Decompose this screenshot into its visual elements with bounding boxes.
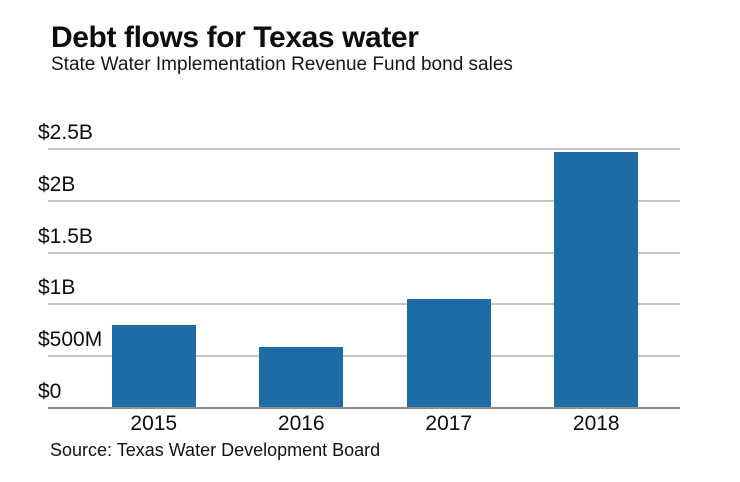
x-tick-label-2016: 2016 (277, 412, 325, 435)
bar-2015 (111, 325, 196, 408)
x-tick-label-2015: 2015 (130, 412, 178, 435)
gridline-$1B (48, 303, 680, 306)
gridline-$1.5B (48, 251, 680, 254)
gridline-$2.5B (48, 148, 680, 150)
chart-subtitle: State Water Implementation Revenue Fund … (51, 54, 513, 75)
y-tick-label-$0: $0 (38, 380, 62, 403)
x-tick-label-2017: 2017 (425, 412, 473, 435)
gridline-$500M (48, 355, 680, 358)
gridline-$0 (48, 407, 680, 409)
bar-2016 (259, 346, 344, 408)
y-tick-label-$500M: $500M (38, 328, 103, 352)
chart-title: Debt flows for Texas water (51, 21, 419, 54)
y-tick-label-$1B: $1B (38, 276, 76, 300)
y-tick-label-$2.5B: $2.5B (38, 121, 93, 144)
bar-2018 (554, 152, 639, 408)
y-tick-label-$2B: $2B (38, 172, 76, 196)
bar-2017 (406, 299, 491, 408)
y-tick-label-$1.5B: $1.5B (38, 224, 93, 248)
x-tick-label-2018: 2018 (572, 412, 620, 435)
source-note: Source: Texas Water Development Board (50, 440, 381, 460)
gridline-$2B (48, 199, 680, 202)
